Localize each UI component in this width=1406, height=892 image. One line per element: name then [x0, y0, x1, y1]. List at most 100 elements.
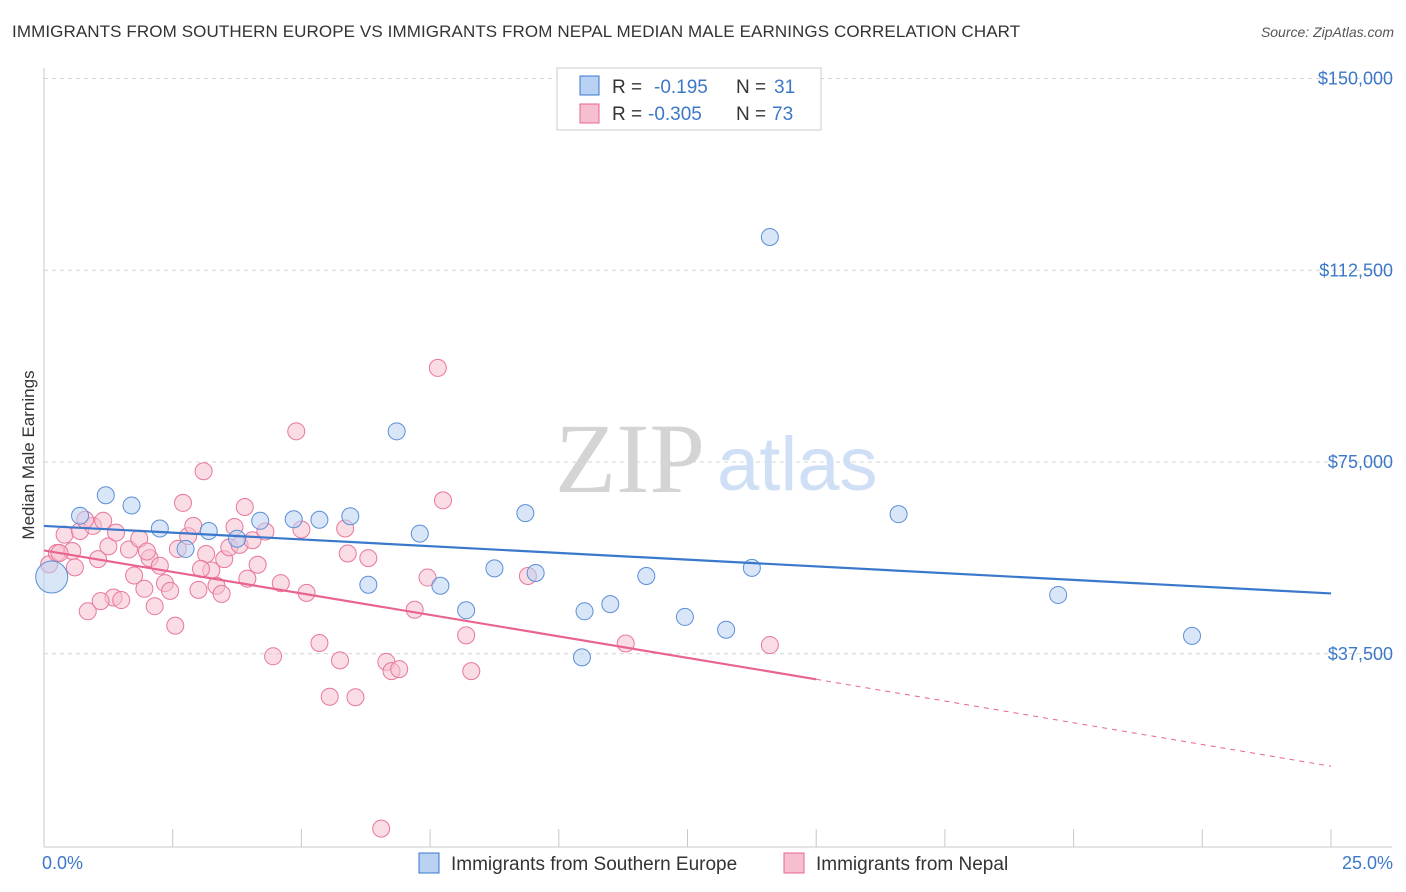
legend-pink-r-value: -0.305	[648, 104, 702, 125]
southern-europe-point	[572, 648, 591, 667]
nepal-point	[161, 581, 180, 600]
bottom-legend-pink-label: Immigrants from Nepal	[816, 854, 1008, 875]
nepal-point	[760, 636, 779, 655]
southern-europe-point	[176, 539, 195, 558]
nepal-point	[418, 568, 437, 587]
legend-blue-swatch	[579, 75, 600, 96]
y-axis-title: Median Male Earnings	[19, 370, 38, 539]
y-tick-label: $37,500	[1328, 644, 1393, 664]
nepal-point	[359, 549, 378, 568]
legend-pink-n-value: 73	[772, 104, 793, 125]
southern-europe-point	[675, 607, 694, 626]
nepal-point	[331, 651, 350, 670]
watermark-atlas: atlas	[717, 422, 878, 507]
nepal-point	[372, 819, 391, 838]
nepal-trend-line	[43, 549, 817, 681]
nepal-trend-line-extension	[816, 678, 1332, 767]
southern-europe-point	[359, 575, 378, 594]
legend-blue-r-value: -0.195	[654, 77, 708, 98]
chart-title: IMMIGRANTS FROM SOUTHERN EUROPE VS IMMIG…	[12, 22, 1021, 41]
nepal-point	[145, 597, 164, 616]
nepal-point	[320, 687, 339, 706]
southern-europe-point	[485, 559, 504, 578]
bottom-legend: Immigrants from Southern Europe Immigran…	[418, 852, 1008, 875]
southern-europe-point	[284, 510, 303, 529]
nepal-point	[112, 591, 131, 610]
source-credit: Source: ZipAtlas.com	[1260, 24, 1394, 40]
nepal-point	[212, 584, 231, 603]
x-tick-labels: 0.0% 25.0%	[42, 853, 1393, 873]
southern-europe-point	[717, 620, 736, 639]
nepal-point	[433, 491, 452, 510]
nepal-point	[65, 558, 84, 577]
nepal-point	[91, 592, 110, 611]
nepal-point	[173, 493, 192, 512]
southern-europe-point	[526, 563, 545, 582]
southern-europe-point	[601, 595, 620, 614]
legend-blue-n-value: 31	[774, 77, 795, 98]
nepal-point	[166, 616, 185, 635]
axes	[43, 68, 1392, 848]
nepal-point	[235, 497, 254, 516]
nepal-point	[271, 574, 290, 593]
nepal-point	[287, 422, 306, 441]
legend-blue-n-label: N =	[736, 77, 766, 98]
grid-lines	[44, 78, 1392, 655]
southern-europe-point	[516, 504, 535, 523]
legend-box: R = -0.195 N = 31 R = -0.305 N = 73	[556, 67, 822, 131]
southern-europe-point	[431, 576, 450, 595]
zipatlas-watermark: ZIP atlas	[555, 403, 878, 514]
x-tick-label-min: 0.0%	[42, 853, 83, 873]
y-tick-label: $112,500	[1319, 260, 1393, 280]
southern-europe-point	[410, 524, 429, 543]
legend-pink-r-label: R =	[612, 104, 642, 125]
legend-pink-swatch	[579, 103, 600, 124]
southern-europe-point	[575, 602, 594, 621]
nepal-point	[428, 358, 447, 377]
southern-europe-point	[71, 506, 90, 525]
watermark-zip: ZIP	[555, 403, 705, 514]
southern-europe-point	[35, 560, 69, 594]
legend-blue-r-label: R =	[612, 77, 642, 98]
southern-europe-point	[457, 601, 476, 620]
southern-europe-point	[1183, 626, 1202, 645]
nepal-point	[184, 516, 203, 535]
nepal-point	[137, 542, 156, 561]
nepal-point	[405, 600, 424, 619]
nepal-point	[248, 555, 267, 574]
southern-europe-point	[387, 422, 406, 441]
y-tick-label: $75,000	[1328, 452, 1393, 472]
southern-europe-point	[251, 511, 270, 530]
y-tick-labels: $37,500 $75,000 $112,500 $150,000	[1318, 69, 1393, 664]
nepal-point	[189, 580, 208, 599]
nepal-point	[55, 525, 74, 544]
bottom-legend-blue-label: Immigrants from Southern Europe	[451, 854, 737, 875]
trend-lines	[43, 524, 1332, 767]
nepal-point	[135, 579, 154, 598]
southern-europe-point	[199, 522, 218, 541]
southern-europe-trend-line	[43, 524, 1332, 595]
y-tick-label: $150,000	[1318, 69, 1393, 89]
nepal-point	[346, 688, 365, 707]
nepal-point	[99, 537, 118, 556]
bottom-legend-blue-swatch	[418, 852, 440, 874]
southern-europe-point	[228, 529, 247, 548]
southern-europe-point	[122, 496, 141, 515]
bottom-legend-pink-swatch	[783, 852, 805, 874]
nepal-point	[390, 660, 409, 679]
nepal-point	[78, 602, 97, 621]
x-tick-label-max: 25.0%	[1342, 853, 1393, 873]
nepal-point	[462, 662, 481, 681]
nepal-point	[125, 566, 144, 585]
southern-europe-point	[310, 510, 329, 529]
nepal-point	[94, 511, 113, 530]
southern-europe-point	[341, 507, 360, 526]
nepal-point	[310, 634, 329, 653]
southern-europe-point	[889, 505, 908, 524]
southern-europe-point	[760, 228, 779, 247]
nepal-point	[107, 523, 126, 542]
nepal-point	[457, 626, 476, 645]
nepal-point	[194, 462, 213, 481]
southern-europe-point	[1049, 585, 1068, 604]
